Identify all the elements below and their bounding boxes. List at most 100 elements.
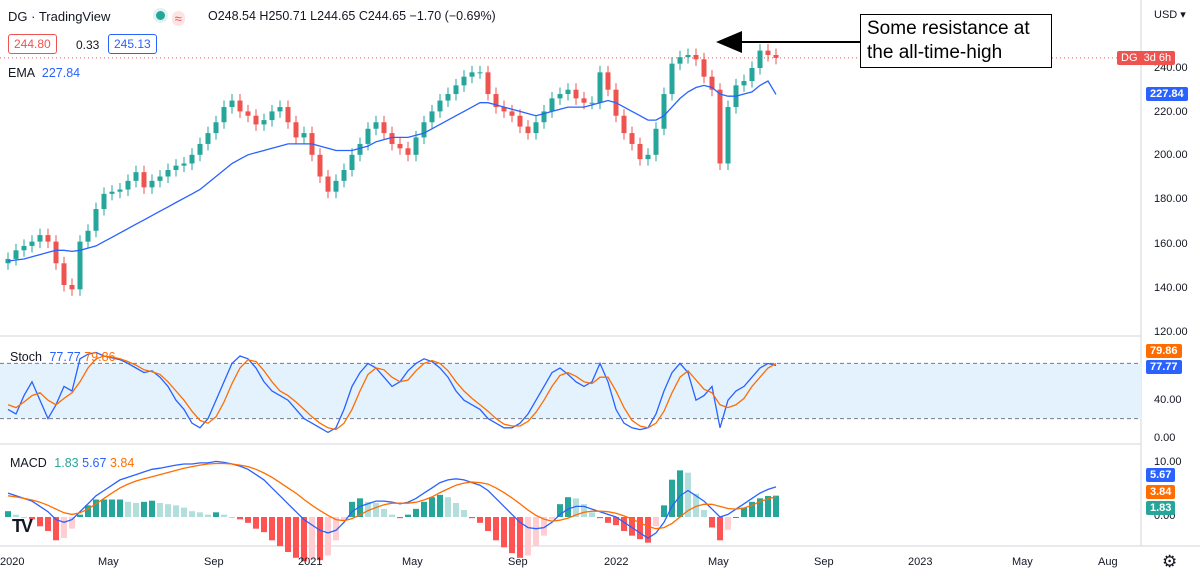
macd-line-tag: 5.67 — [1146, 468, 1176, 482]
macd-histogram-bar — [757, 498, 763, 517]
market-status-icons[interactable]: ≈ — [153, 8, 185, 26]
candle-body — [621, 115, 627, 134]
candle-body — [701, 59, 707, 77]
macd-histogram-bar — [301, 517, 307, 562]
candle-body — [333, 180, 339, 192]
macd-signal-tag: 3.84 — [1146, 485, 1176, 499]
macd-histogram-bar — [293, 517, 299, 558]
candle-body — [477, 72, 483, 74]
tradingview-logo: TV — [12, 516, 33, 536]
macd-histogram-bar — [725, 517, 731, 530]
candle-body — [133, 172, 139, 181]
time-tick: May — [1012, 556, 1033, 568]
macd-histogram-bar — [397, 517, 403, 519]
price-tick: 120.00 — [1154, 326, 1188, 338]
candle-body — [13, 250, 19, 259]
macd-histogram-bar — [645, 517, 651, 543]
macd-histogram-bar — [245, 517, 251, 523]
candle-body — [429, 111, 435, 123]
macd-histogram-bar — [773, 495, 779, 517]
time-tick: May — [402, 556, 423, 568]
candle-body — [53, 241, 59, 264]
macd-histogram-bar — [741, 507, 747, 517]
macd-histogram-bar — [317, 517, 323, 561]
macd-signal-value: 3.84 — [109, 456, 135, 470]
candle-body — [373, 122, 379, 129]
currency-selector[interactable]: USD ▾ — [1154, 9, 1186, 21]
time-tick: May — [98, 556, 119, 568]
candle-body — [645, 154, 651, 160]
candle-body — [389, 133, 395, 144]
macd-histogram-bar — [653, 517, 659, 527]
candle-body — [325, 176, 331, 192]
candle-body — [421, 122, 427, 138]
macd-histogram-bar — [101, 499, 107, 517]
candle-body — [157, 176, 163, 181]
ema-legend[interactable]: EMA 227.84 — [8, 66, 80, 80]
macd-histogram-bar — [341, 517, 347, 521]
macd-histogram-bar — [517, 517, 523, 558]
macd-histogram-bar — [453, 503, 459, 517]
candle-body — [21, 245, 27, 251]
time-tick: Sep — [814, 556, 834, 568]
candle-body — [541, 111, 547, 123]
candle-body — [205, 133, 211, 144]
macd-histogram-bar — [461, 510, 467, 517]
macd-histogram-bar — [389, 514, 395, 517]
macd-histogram-bar — [53, 517, 59, 541]
macd-histogram-bar — [109, 499, 115, 517]
candle-body — [757, 50, 763, 68]
bid-price-box[interactable]: 244.80 — [8, 34, 57, 54]
last-price-symbol: DG — [1121, 52, 1138, 64]
macd-histogram-bar — [573, 498, 579, 517]
macd-histogram-bar — [413, 508, 419, 517]
candle-body — [125, 180, 131, 190]
settings-gear-icon[interactable]: ⚙ — [1162, 552, 1178, 571]
price-tick: 220.00 — [1154, 106, 1188, 118]
macd-line-value: 5.67 — [82, 456, 107, 470]
stoch-legend[interactable]: Stoch 77.77 79.86 — [10, 350, 116, 364]
symbol-title[interactable]: DG · TradingView — [8, 9, 111, 24]
candle-body — [405, 148, 411, 155]
candle-body — [253, 115, 259, 125]
macd-histogram-bar — [45, 517, 51, 531]
macd-histogram-bar — [525, 517, 531, 556]
macd-histogram-bar — [253, 517, 259, 529]
macd-histogram-bar — [285, 517, 291, 552]
candle-body — [221, 107, 227, 123]
candle-body — [229, 100, 235, 108]
macd-histogram-bar — [749, 501, 755, 517]
candle-body — [317, 154, 323, 177]
macd-signal-line — [7, 462, 777, 530]
time-tick: May — [708, 556, 729, 568]
stoch-tick: 0.00 — [1154, 432, 1176, 444]
macd-histogram-bar — [61, 517, 67, 538]
candle-body — [557, 94, 563, 99]
ohlc-values: O248.54 H250.71 L244.65 C244.65 −1.70 (−… — [208, 9, 496, 23]
macd-histogram-bar — [261, 517, 267, 533]
macd-hist-value: 1.83 — [54, 456, 79, 470]
macd-legend[interactable]: MACD 1.83 5.67 3.84 — [10, 456, 134, 470]
candle-body — [381, 122, 387, 134]
ask-price-box[interactable]: 245.13 — [108, 34, 157, 54]
stoch-d-value: 79.86 — [84, 350, 116, 364]
macd-histogram-bar — [237, 517, 243, 520]
macd-histogram-bar — [477, 517, 483, 523]
annotation-callout[interactable]: Some resistance at the all-time-high — [860, 14, 1052, 68]
candle-body — [765, 50, 771, 55]
candle-body — [573, 89, 579, 99]
candle-body — [581, 98, 587, 103]
macd-label: MACD — [10, 456, 47, 470]
macd-histogram-bar — [701, 510, 707, 517]
macd-histogram-bar — [77, 514, 83, 517]
candle-body — [85, 230, 91, 242]
candle-body — [741, 81, 747, 86]
macd-histogram-bar — [205, 514, 211, 517]
macd-histogram-bar — [629, 517, 635, 536]
candle-body — [749, 68, 755, 82]
candle-body — [141, 172, 147, 188]
macd-histogram-bar — [509, 517, 515, 554]
bar-countdown: 3d 6h — [1143, 52, 1172, 64]
time-tick: 2020 — [0, 556, 25, 568]
